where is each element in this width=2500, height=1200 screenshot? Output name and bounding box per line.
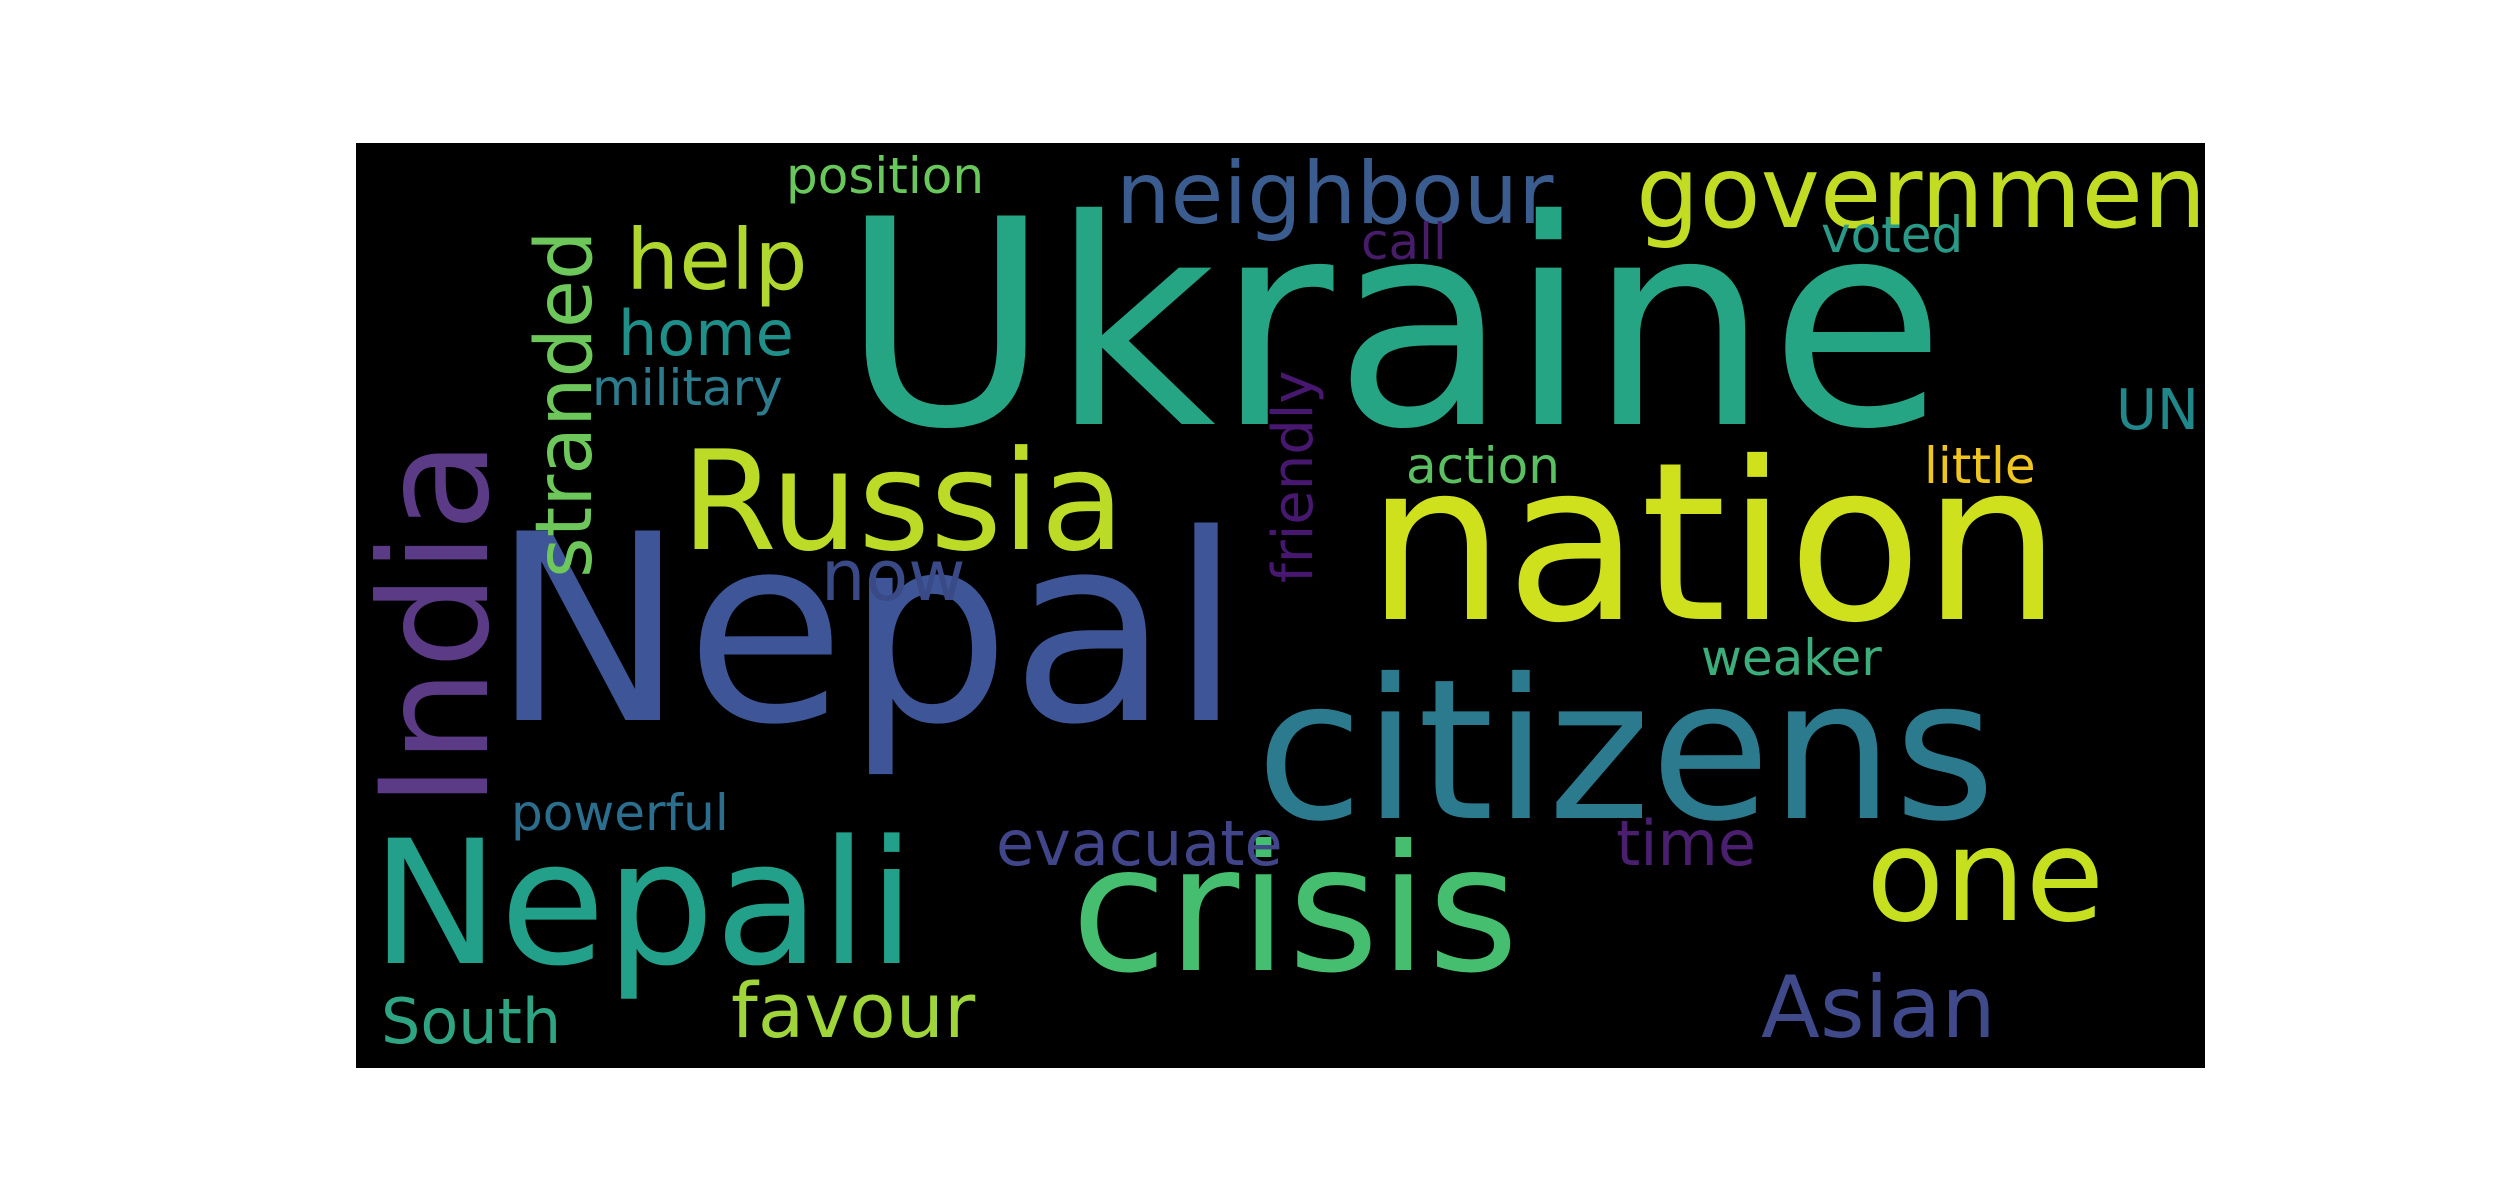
word-neighbour: neighbour <box>1116 144 1554 244</box>
word-home: home <box>618 297 794 370</box>
word-crisis: crisis <box>1071 809 1519 1012</box>
word-evacuate: evacuate <box>996 807 1283 880</box>
word-time: time <box>1616 807 1757 880</box>
word-action: action <box>1406 437 1560 495</box>
word-favour: favour <box>731 966 976 1055</box>
word-nepali: Nepali <box>371 803 916 1004</box>
word-powerful: powerful <box>511 784 729 842</box>
word-government: government <box>1636 143 2205 251</box>
word-one: one <box>1866 802 2105 951</box>
word-nepal: Nepal <box>491 480 1243 782</box>
word-call: call <box>1361 213 1447 271</box>
word-little: little <box>1924 437 2036 495</box>
word-weaker: weaker <box>1701 629 1882 687</box>
word-russia: Russia <box>681 421 1125 582</box>
word-ukraine: Ukraine <box>841 160 1946 492</box>
word-now: now <box>821 535 966 617</box>
word-un: UN <box>2116 378 2199 443</box>
word-nation: nation <box>1366 415 2062 671</box>
word-cloud: Ukraine Nepal nation citizens crisis Nep… <box>356 143 2205 1068</box>
word-position: position <box>786 147 985 205</box>
word-friendly: friendly <box>1261 370 1326 584</box>
word-asian: Asian <box>1761 958 1996 1058</box>
word-citizens: citizens <box>1256 637 1996 864</box>
word-help: help <box>626 211 808 309</box>
word-military: military <box>592 359 783 417</box>
word-south: South <box>381 985 562 1058</box>
word-india: India <box>356 439 523 808</box>
word-voted: voted <box>1821 206 1964 264</box>
